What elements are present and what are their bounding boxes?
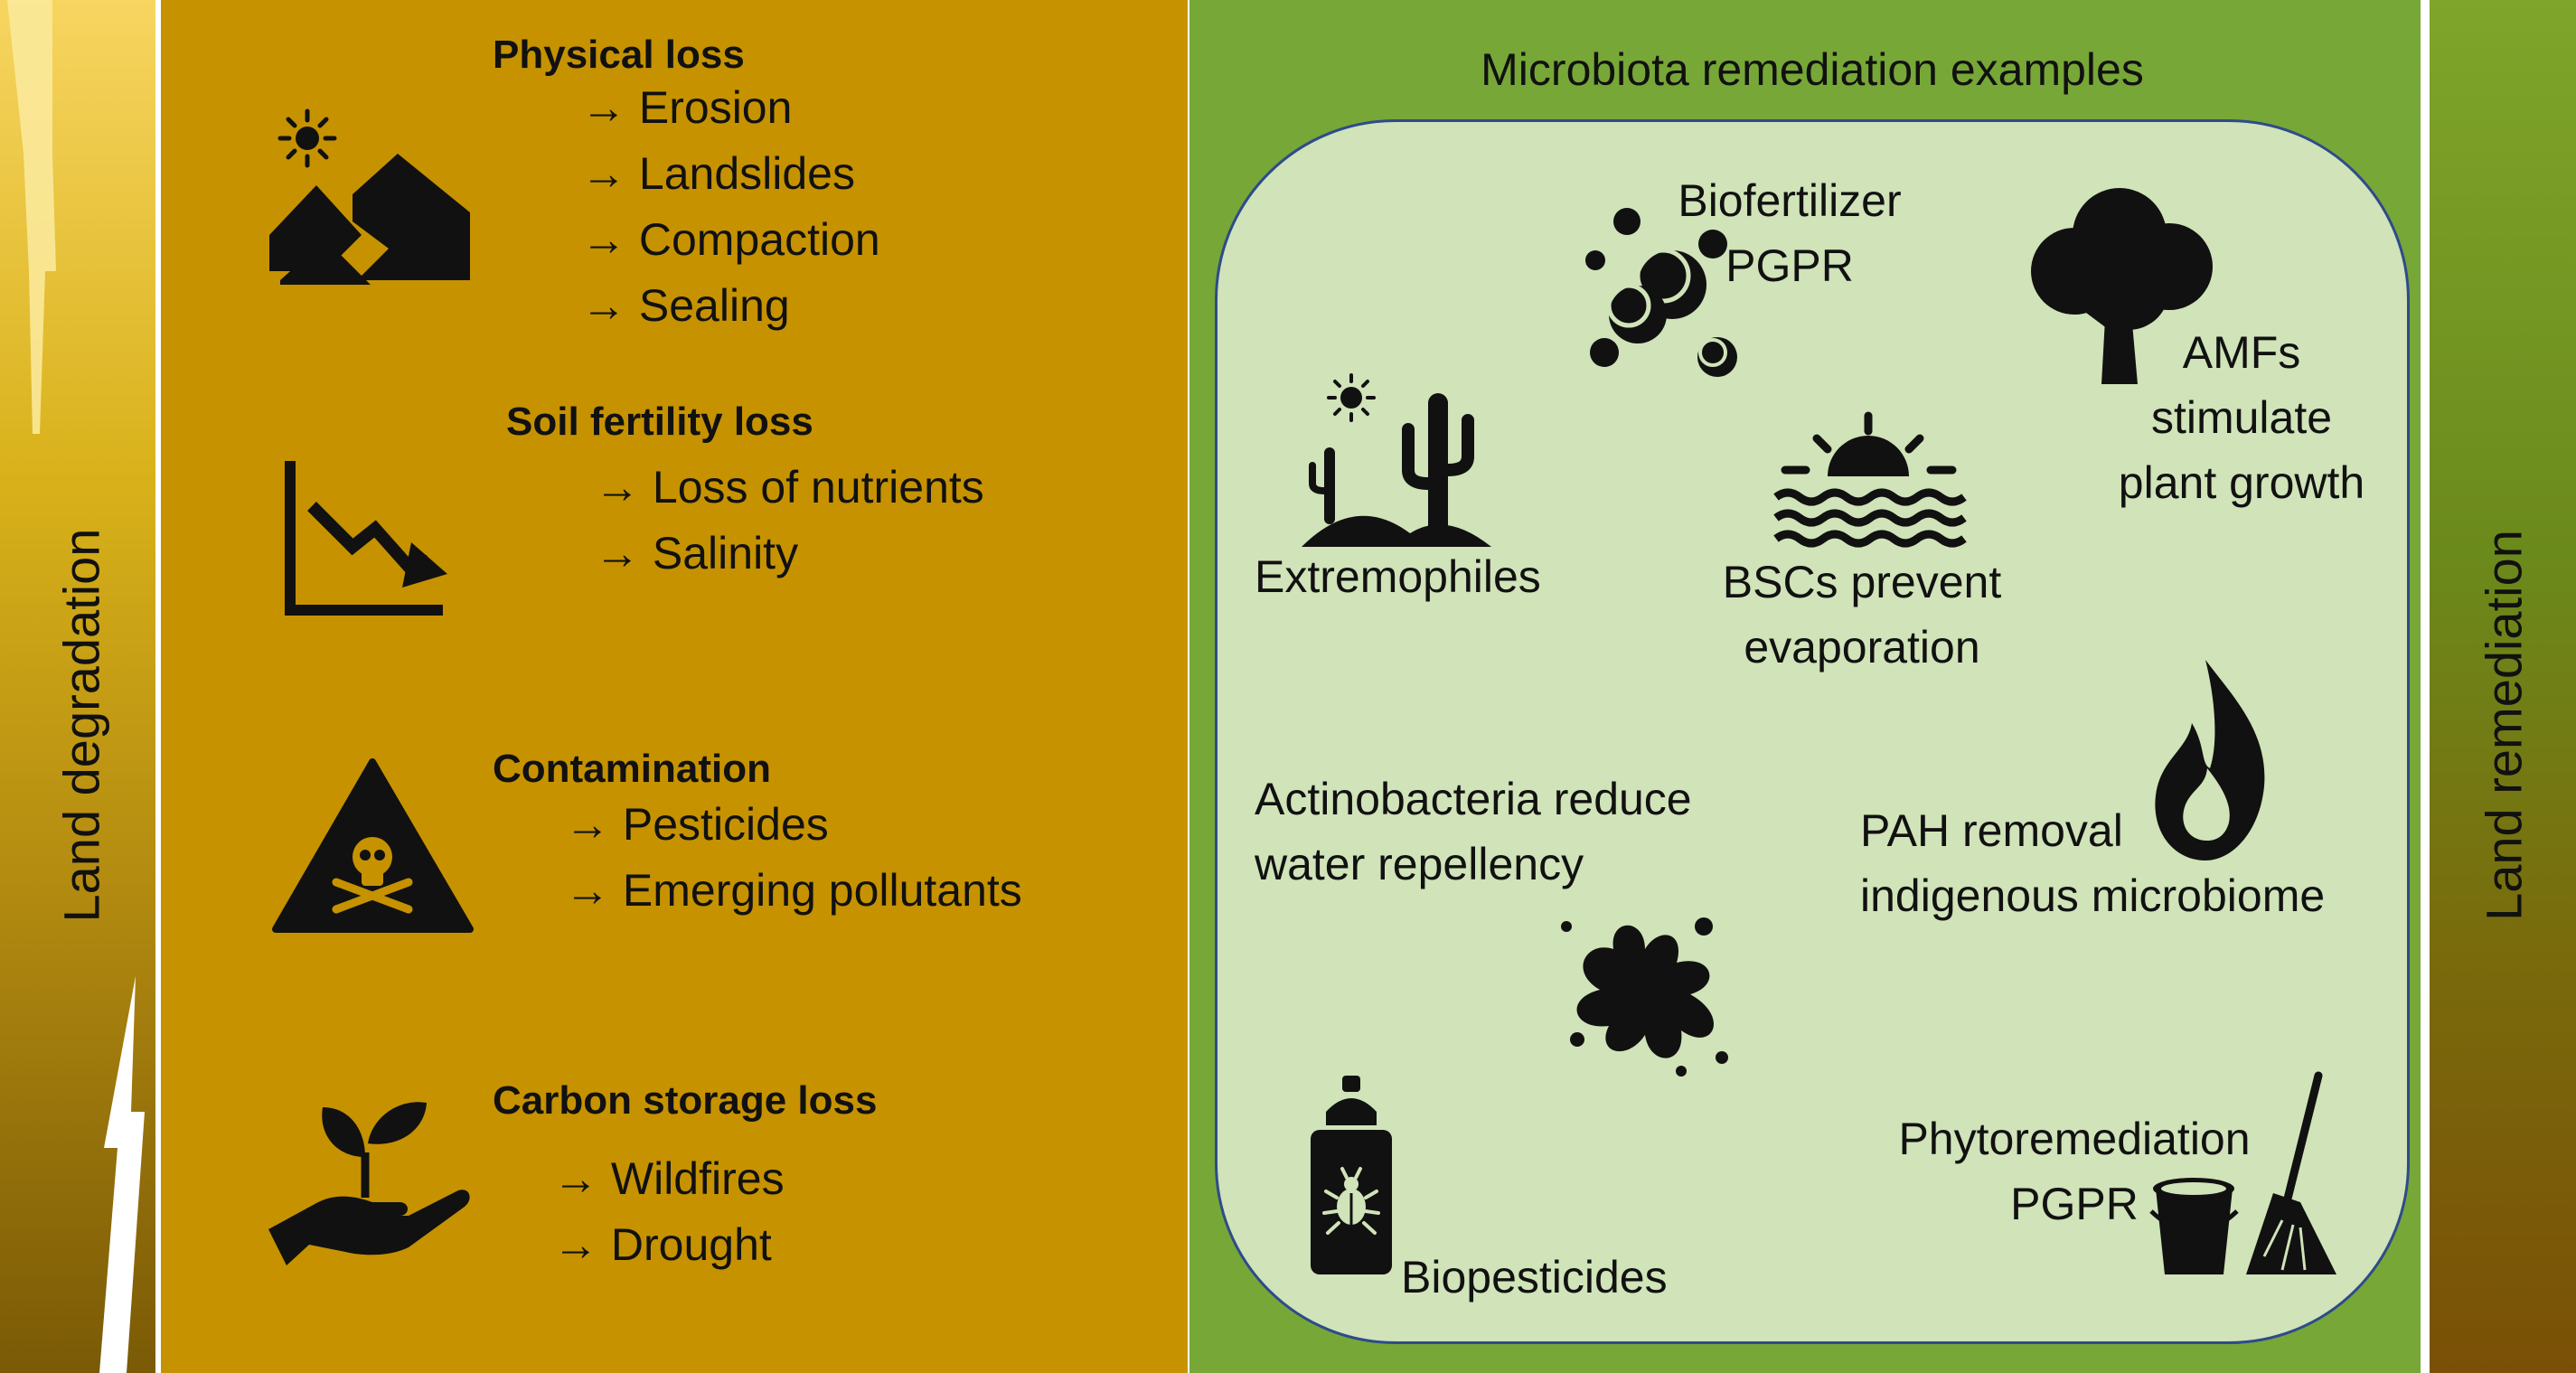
label-line: PAH removal	[1860, 805, 2123, 856]
label-line: Biofertilizer	[1678, 175, 1902, 226]
bubbles-icon	[1585, 208, 1737, 377]
contamination-item: → Pesticides	[565, 799, 829, 850]
remediation-examples-box	[1215, 119, 2410, 1344]
bucket-broom-icon	[2149, 1071, 2336, 1274]
physical-loss-item: → Compaction	[581, 214, 880, 265]
bscs-label: BSCs prevent evaporation	[1699, 550, 2025, 680]
land-degradation-strip	[0, 0, 155, 1373]
label-line: Actinobacteria reduce	[1255, 774, 1692, 824]
physical-loss-item: → Landslides	[581, 148, 855, 199]
label-line: water repellency	[1255, 839, 1584, 889]
amfs-label: AMFs stimulate plant growth	[2079, 320, 2404, 515]
label-line: stimulate	[2150, 392, 2333, 443]
land-remediation-strip	[2430, 0, 2576, 1373]
label-line: evaporation	[1744, 622, 1980, 672]
extremophiles-label: Extremophiles	[1255, 551, 1541, 602]
actinobacteria-label: Actinobacteria reduce water repellency	[1255, 766, 1692, 897]
label-line: Phytoremediation	[1898, 1114, 2251, 1164]
physical-loss-item: → Sealing	[581, 280, 790, 331]
soil-fertility-loss-item: → Salinity	[595, 528, 799, 578]
desert-cactus-sun-icon	[1302, 373, 1491, 547]
phytoremediation-label: Phytoremediation PGPR	[1866, 1106, 2282, 1237]
soil-fertility-loss-item: → Loss of nutrients	[595, 462, 984, 513]
physical-loss-item: → Erosion	[581, 82, 793, 133]
physical-loss-heading: Physical loss	[493, 33, 745, 77]
spray-can-bug-icon	[1311, 1076, 1392, 1274]
land-degradation-label: Land degradation	[52, 528, 110, 923]
flame-icon	[2155, 660, 2265, 860]
label-line: PGPR	[1725, 240, 1854, 291]
biofertilizer-label: Biofertilizer PGPR	[1663, 168, 1916, 298]
splash-icon	[1561, 917, 1728, 1077]
hand-holding-sprout-icon	[268, 1102, 470, 1265]
tree-icon	[2031, 188, 2213, 384]
contamination-heading: Contamination	[493, 747, 771, 791]
toxic-warning-triangle-icon	[272, 758, 474, 933]
landslide-mountain-sun-icon	[269, 108, 470, 285]
lightning-bolt-shape	[7, 0, 145, 1373]
pah-label: PAH removal indigenous microbiome	[1860, 798, 2325, 928]
remediation-title: Microbiota remediation examples	[1481, 44, 2144, 95]
carbon-storage-loss-item: → Drought	[553, 1219, 772, 1270]
label-line: BSCs prevent	[1722, 557, 2002, 607]
label-line: plant growth	[2118, 457, 2365, 508]
soil-fertility-loss-heading: Soil fertility loss	[506, 400, 813, 444]
carbon-storage-loss-heading: Carbon storage loss	[493, 1078, 878, 1123]
label-line: PGPR	[2010, 1179, 2139, 1229]
contamination-item: → Emerging pollutants	[565, 865, 1022, 916]
sunset-water-icon	[1773, 411, 1967, 548]
land-remediation-label: Land remediation	[2475, 530, 2533, 921]
carbon-storage-loss-item: → Wildfires	[553, 1153, 785, 1204]
label-line: indigenous microbiome	[1860, 870, 2326, 921]
declining-chart-icon	[285, 461, 447, 616]
label-line: AMFs	[2182, 327, 2301, 378]
biopesticides-label: Biopesticides	[1401, 1252, 1668, 1302]
